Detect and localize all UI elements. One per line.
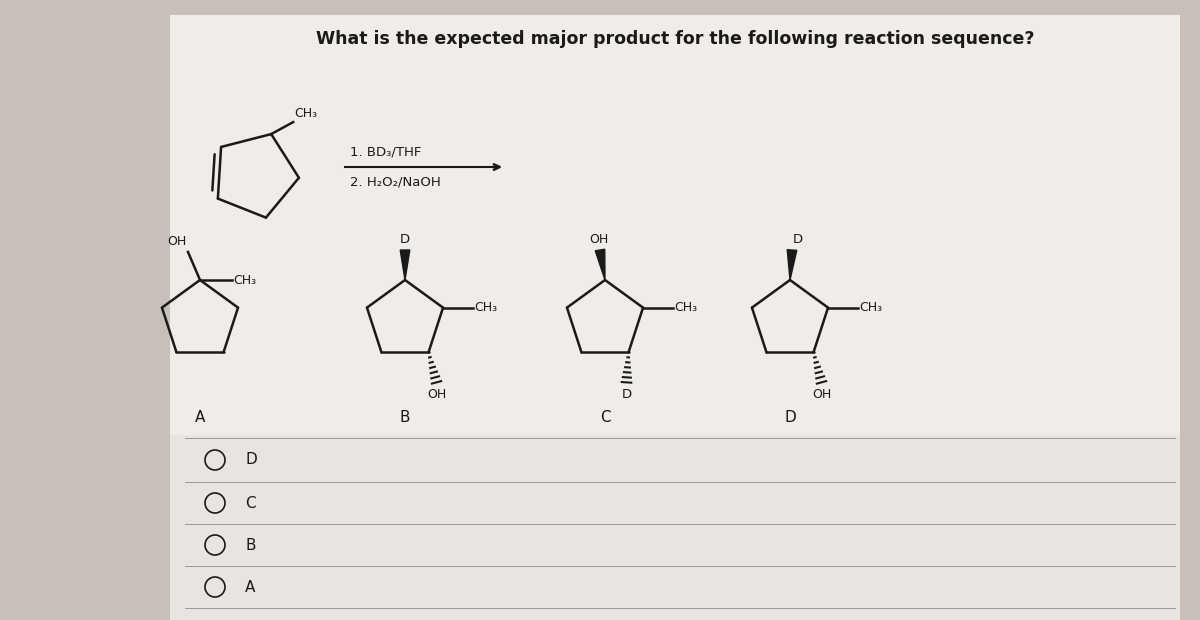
Text: OH: OH — [427, 388, 446, 401]
Text: B: B — [400, 410, 410, 425]
Text: OH: OH — [812, 388, 832, 401]
Text: D: D — [400, 233, 410, 246]
Polygon shape — [401, 250, 410, 280]
Text: A: A — [245, 580, 256, 595]
Text: B: B — [245, 538, 256, 552]
Text: C: C — [600, 410, 611, 425]
Polygon shape — [595, 249, 605, 280]
Text: OH: OH — [589, 233, 608, 246]
Text: OH: OH — [167, 235, 186, 248]
Text: C: C — [245, 495, 256, 510]
Text: CH₃: CH₃ — [859, 301, 882, 314]
Text: What is the expected major product for the following reaction sequence?: What is the expected major product for t… — [316, 30, 1034, 48]
Text: 2. H₂O₂/NaOH: 2. H₂O₂/NaOH — [350, 175, 440, 188]
Text: D: D — [245, 453, 257, 467]
Text: 1. BD₃/THF: 1. BD₃/THF — [350, 146, 421, 159]
Text: CH₃: CH₃ — [674, 301, 697, 314]
Polygon shape — [787, 250, 797, 280]
Text: D: D — [622, 388, 631, 401]
Text: CH₃: CH₃ — [474, 301, 497, 314]
Text: A: A — [194, 410, 205, 425]
Text: D: D — [793, 233, 803, 246]
Bar — [170, 15, 1180, 435]
Text: CH₃: CH₃ — [294, 107, 317, 120]
Text: D: D — [784, 410, 796, 425]
Text: CH₃: CH₃ — [233, 273, 256, 286]
Bar — [170, 435, 1180, 620]
